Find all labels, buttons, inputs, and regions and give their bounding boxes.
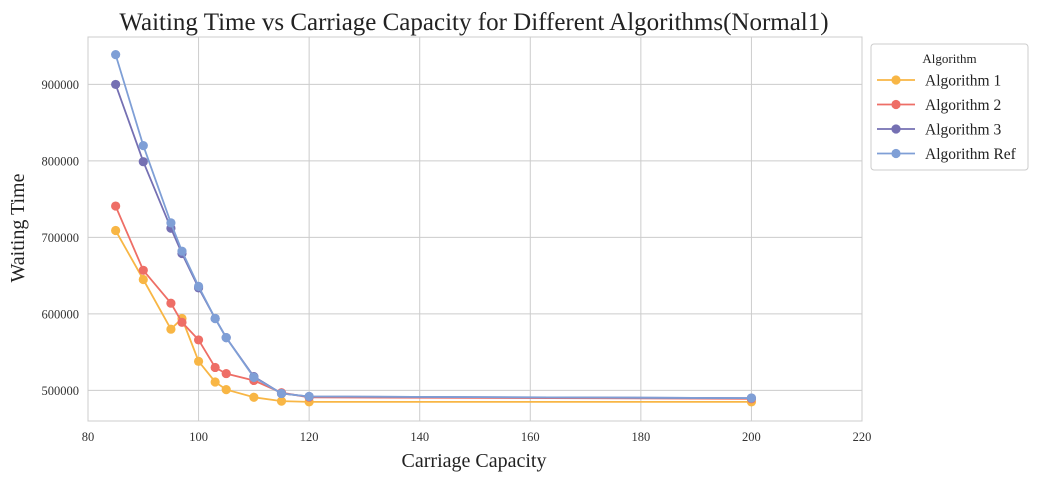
chart-title: Waiting Time vs Carriage Capacity for Di…	[119, 9, 828, 36]
x-tick-label: 80	[82, 430, 95, 444]
y-tick-label: 700000	[42, 231, 80, 245]
data-point	[111, 225, 121, 236]
data-point	[166, 324, 176, 334]
legend-box	[870, 43, 1029, 171]
legend-marker	[891, 148, 901, 159]
legend-label: Algorithm 2	[925, 97, 1001, 114]
plot-area: 80 100 120 140 160 180 200 220 500000 600000 70000…	[42, 36, 872, 444]
data-point	[210, 377, 220, 387]
x-tick-label: 200	[742, 430, 761, 444]
data-point	[304, 391, 314, 402]
x-tick-label: 160	[521, 430, 540, 444]
y-tick-label: 800000	[42, 154, 80, 168]
data-point	[111, 201, 121, 211]
x-axis-label: Carriage Capacity	[402, 450, 547, 472]
legend-label: Algorithm 3	[925, 122, 1001, 139]
legend-title: Algorithm	[922, 51, 976, 66]
x-tick-label: 120	[300, 430, 319, 444]
legend: Algorithm Algorithm 1 Algorithm 2 Algorithm…	[870, 43, 1029, 171]
data-point	[193, 335, 204, 345]
data-point	[111, 79, 121, 90]
legend-label: Algorithm Ref	[925, 146, 1017, 163]
y-tick-label: 600000	[42, 307, 80, 321]
x-tick-label: 220	[853, 430, 872, 444]
plot-frame	[87, 36, 863, 422]
x-tick-label: 180	[631, 430, 650, 444]
x-tick-label: 140	[410, 430, 429, 444]
data-point	[221, 385, 231, 395]
y-axis-label: Waiting Time	[7, 173, 29, 282]
legend-marker	[891, 75, 901, 85]
data-point	[177, 246, 187, 256]
data-point	[210, 362, 220, 373]
data-point	[276, 388, 287, 399]
data-point	[193, 281, 204, 291]
data-point	[166, 218, 176, 228]
y-tick-label: 500000	[42, 384, 80, 398]
data-point	[138, 157, 148, 167]
data-point	[138, 265, 148, 275]
data-point	[138, 141, 148, 151]
data-point	[210, 313, 220, 324]
legend-label: Algorithm 1	[925, 73, 1001, 90]
data-point	[221, 333, 231, 343]
legend-marker	[891, 124, 901, 134]
data-point	[177, 317, 187, 327]
data-point	[193, 356, 204, 366]
y-tick-label: 900000	[42, 78, 80, 92]
data-point	[249, 372, 259, 382]
data-point	[111, 49, 121, 60]
legend-marker	[891, 99, 901, 110]
x-tick-label: 100	[189, 430, 208, 444]
data-point	[746, 393, 757, 403]
data-point	[138, 274, 148, 285]
data-point	[166, 298, 176, 308]
data-point	[221, 368, 231, 379]
data-point	[276, 396, 287, 406]
data-point	[249, 392, 259, 402]
